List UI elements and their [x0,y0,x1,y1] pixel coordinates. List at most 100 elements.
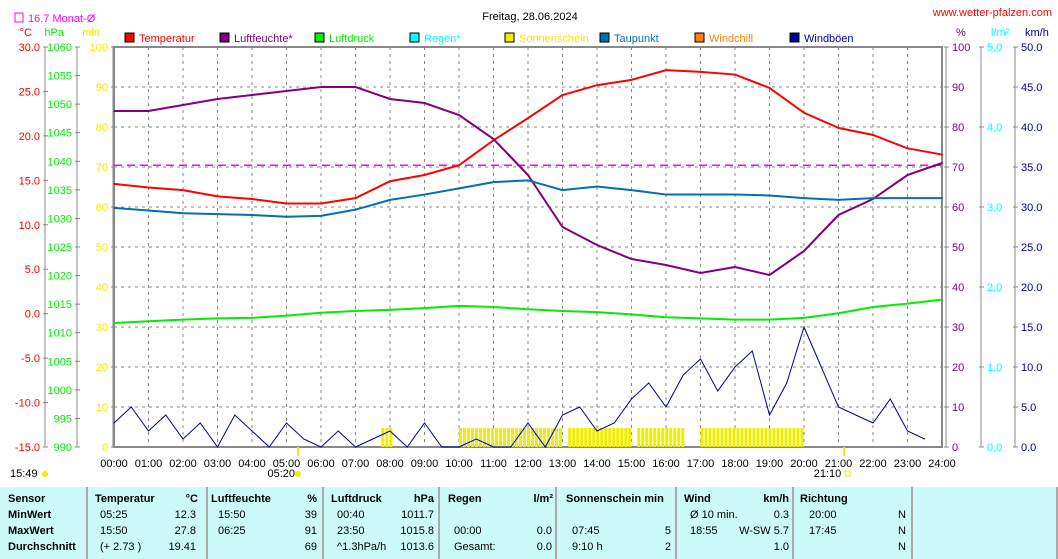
sunshine-bar [507,428,510,447]
series-point [182,212,184,215]
sunshine-bar [760,428,764,447]
series-point [768,274,771,276]
series-point [803,197,805,199]
series-point [734,73,736,76]
x-tick-label: 11:00 [480,458,507,470]
axis-tick-press: 1020 [48,271,72,283]
sunshine-bar [483,428,486,447]
axis-unit-press: hPa [44,27,64,39]
axis-tick-press: 1025 [48,242,72,254]
axis-tick-wind: 5.0 [1021,402,1036,414]
legend-label: Taupunkt [614,33,659,45]
sunshine-bar [736,428,740,447]
rain-time: Gesamt: [454,541,496,553]
series-point [561,189,564,191]
press-time: ^1.3hPa/h [337,541,387,553]
series-point [251,94,253,96]
series-point [182,189,184,191]
header-wind-unit: km/h [763,493,789,505]
table-column [0,487,88,559]
sunshine-bar [543,428,546,447]
sunrise-time: 05:20 [267,468,295,480]
sunshine-bar [495,428,498,447]
sunshine-bar [669,428,673,447]
table-column [442,487,557,559]
axis-tick-wind: 15.0 [1021,322,1042,334]
sunshine-bar [712,428,716,447]
header-dir: Richtung [800,493,848,505]
temp-time: 15:50 [100,525,128,537]
series-point [354,208,357,211]
x-tick-label: 21:00 [825,458,853,470]
sun-value: 2 [664,541,671,553]
series-point [561,310,564,312]
sunshine-bar [531,428,534,447]
sunshine-bar [572,428,576,447]
legend-swatch [314,32,325,43]
axis-tick-wind: 20.0 [1021,282,1042,294]
axis-tick-temp: 0.0 [25,309,40,321]
x-tick-label: 06:00 [307,458,335,470]
sun-icon [42,471,48,477]
axis-tick-sun: 70 [96,162,108,174]
x-tick-label: 16:00 [652,458,680,470]
axis-tick-temp: -5.0 [21,353,40,365]
x-tick-label: 19:00 [756,458,784,470]
series-point [216,317,219,320]
sunshine-bar [792,428,796,447]
sunshine-bar [551,428,554,447]
series-point [527,179,529,182]
legend-swatch [599,32,610,43]
legend-label: Temperatur [139,33,195,45]
axis-unit-hum: % [956,27,966,39]
sunshine-bar [752,428,756,447]
sunshine-bar [624,428,628,447]
series-point [423,307,426,309]
x-tick-label: 15:00 [618,458,646,470]
series-point [768,318,771,321]
x-tick-label: 12:00 [514,458,542,470]
axis-tick-press: 1005 [48,356,72,368]
series-point [423,102,426,104]
series-point [354,86,357,88]
legend-swatch [789,32,800,43]
sunshine-bar [756,428,760,447]
axis-tick-press: 1055 [48,71,72,83]
axis-tick-wind: 50.0 [1021,42,1042,54]
series-point [182,318,184,321]
legend-swatch [504,32,515,43]
x-tick-label: 23:00 [894,458,922,470]
sunshine-bar [677,428,681,447]
legend-label: Windböen [804,33,854,45]
sunshine-bar [539,428,542,447]
dir-value: N [898,509,906,521]
header-hum-unit: % [307,493,317,505]
press-value: 1011.7 [401,509,434,521]
series-point [216,213,219,215]
series-point [768,194,771,197]
wind-value: W-SW 5.7 [739,525,789,537]
sunshine-bar [641,428,645,447]
temp-time: (+ 2.73 ) [100,541,142,553]
axis-tick-press: 1060 [48,42,72,54]
series-point [699,71,702,73]
x-tick-label: 04:00 [238,458,266,470]
rain-value: 0.0 [536,541,552,553]
series-point [630,258,633,260]
site-link: www.wetter-pfalzen.com [932,7,1052,19]
press-value: 1013.6 [400,541,434,553]
dir-time: 20:00 [809,509,837,521]
sunshine-bar [704,428,708,447]
sunshine-bar [463,428,466,447]
header-temp: Temperatur [95,493,155,505]
legend-label: Sonnenschein [519,33,589,45]
series-point [458,187,460,190]
axis-tick-press: 1030 [48,213,72,225]
series-point [837,199,840,201]
series-point [389,199,391,201]
x-tick-label: 01:00 [135,458,163,470]
series-point [285,202,288,205]
series-point [596,244,598,246]
x-tick-label: 10:00 [445,458,473,470]
axis-tick-press: 1010 [48,328,72,340]
